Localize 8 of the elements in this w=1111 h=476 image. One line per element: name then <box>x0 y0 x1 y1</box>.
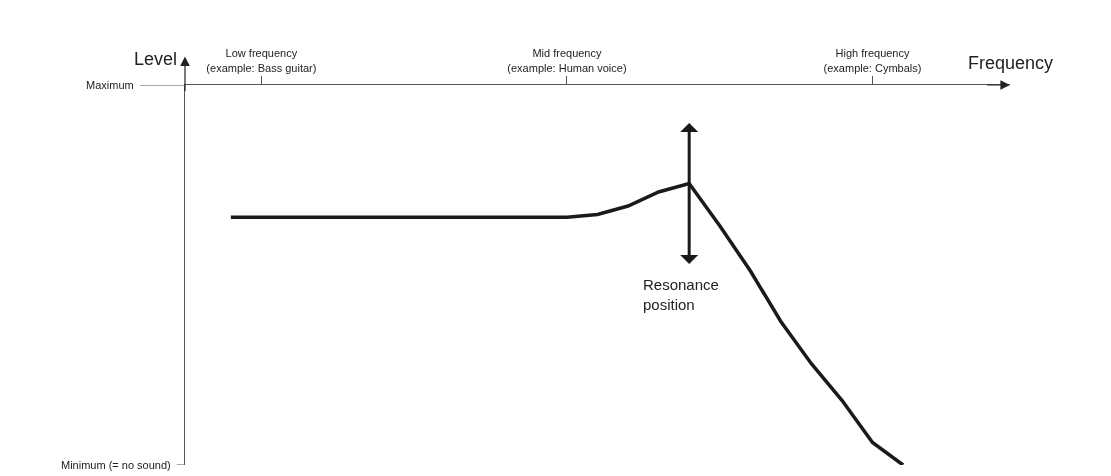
x-axis-title: Frequency <box>968 53 1054 73</box>
annotation: Resonance position <box>643 276 719 313</box>
text: Minimum (= no sound) <box>61 459 171 471</box>
text: Maximum <box>86 79 134 91</box>
x-tick-label: Mid frequency (example: Human voice) <box>507 47 627 74</box>
x-tick-label: High frequency (example: Cymbals) <box>823 47 922 74</box>
y-axis-title: Level <box>134 49 178 69</box>
x-tick-label: Low frequency (example: Bass guitar) <box>206 47 317 74</box>
